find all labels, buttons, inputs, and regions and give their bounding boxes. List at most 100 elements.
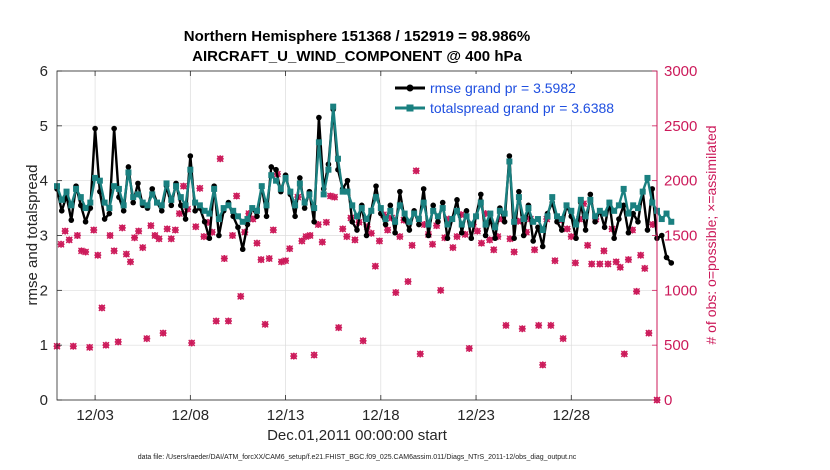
series-point-rmse [444, 235, 451, 242]
series-point-totalspread [354, 213, 360, 220]
obs-assimilated-point [188, 339, 196, 347]
obs-assimilated-point [335, 324, 343, 332]
series-point-totalspread [315, 139, 322, 146]
obs-assimilated-point [596, 260, 604, 268]
series-point-totalspread [211, 185, 218, 192]
series-point-rmse [187, 153, 194, 159]
series-point-rmse [530, 238, 536, 244]
obs-assimilated-point [567, 233, 575, 241]
obs-assimilated-point [163, 225, 171, 233]
series-point-rmse [254, 213, 260, 220]
series-point-rmse [458, 229, 465, 236]
obs-assimilated-point [351, 236, 359, 244]
series-point-totalspread [192, 199, 199, 206]
series-point-totalspread [163, 180, 170, 187]
series-point-totalspread [515, 194, 522, 201]
obs-assimilated-point [437, 286, 445, 294]
series-point-totalspread [634, 205, 641, 212]
obs-assimilated-point [375, 237, 383, 245]
series-point-rmse [468, 235, 475, 242]
legend-entry-totalspread: totalspread grand pr = 3.6388 [430, 100, 614, 116]
obs-assimilated-point [473, 227, 481, 235]
x-tick-label: 12/28 [553, 407, 591, 424]
obs-assimilated-point [73, 232, 81, 239]
series-point-totalspread [73, 185, 80, 192]
obs-assimilated-point [257, 256, 265, 264]
obs-assimilated-point [310, 351, 318, 359]
series-point-totalspread [520, 216, 527, 223]
series-point-totalspread [134, 191, 141, 198]
series-point-rmse [101, 216, 108, 222]
obs-assimilated-point [510, 248, 518, 256]
series-point-totalspread [506, 158, 513, 165]
obs-assimilated-point [82, 248, 90, 256]
series-point-totalspread [596, 207, 603, 214]
series-point-totalspread [382, 216, 389, 223]
series-point-rmse [87, 205, 94, 211]
series-point-totalspread [215, 216, 222, 223]
series-point-totalspread [63, 188, 70, 195]
series-point-totalspread [601, 210, 608, 217]
obs-assimilated-point [600, 247, 608, 255]
series-point-totalspread [530, 218, 537, 225]
series-point-rmse [635, 218, 641, 225]
series-point-rmse [616, 216, 622, 222]
series-point-totalspread [120, 202, 127, 209]
obs-assimilated-point [641, 264, 649, 272]
obs-assimilated-point [106, 232, 114, 239]
series-point-totalspread [349, 202, 356, 209]
obs-assimilated-point [502, 321, 510, 329]
x-tick-label: 12/03 [76, 407, 114, 424]
chart-subtitle: AIRCRAFT_U_WIND_COMPONENT @ 400 hPa [192, 48, 522, 65]
series-point-rmse [535, 224, 541, 231]
series-point-rmse [601, 224, 608, 231]
series-point-rmse [268, 164, 275, 170]
series-point-rmse [135, 180, 141, 187]
obs-assimilated-point [408, 241, 416, 249]
series-point-totalspread [58, 196, 65, 203]
series-point-totalspread [420, 199, 427, 206]
series-point-totalspread [311, 205, 318, 212]
y2-tick-label: 500 [664, 337, 689, 354]
obs-assimilated-point [416, 350, 424, 358]
obs-assimilated-point [237, 292, 245, 300]
series-point-totalspread [268, 172, 275, 179]
series-point-rmse [420, 186, 427, 192]
series-point-totalspread [444, 221, 451, 228]
series-layer [54, 103, 675, 266]
obs-assimilated-point [249, 215, 257, 223]
series-point-rmse [125, 164, 132, 170]
y-tick-label: 1 [40, 337, 48, 354]
obs-assimilated-point [433, 222, 441, 230]
series-point-rmse [435, 218, 441, 225]
series-point-totalspread [606, 199, 613, 206]
series-point-rmse [587, 191, 594, 198]
obs-assimilated-point [196, 184, 204, 192]
obs-assimilated-point [620, 350, 628, 358]
series-point-totalspread [173, 183, 180, 190]
series-point-rmse [344, 177, 351, 184]
series-point-totalspread [82, 205, 89, 212]
series-point-totalspread [625, 210, 632, 217]
series-point-totalspread [234, 213, 241, 220]
series-point-totalspread [287, 188, 294, 195]
series-point-totalspread [511, 218, 518, 225]
obs-assimilated-point [114, 338, 122, 346]
series-point-totalspread [639, 188, 646, 195]
series-point-rmse [625, 229, 632, 236]
series-point-totalspread [439, 205, 446, 212]
series-point-totalspread [144, 202, 151, 209]
x-tick-label: 12/23 [457, 407, 495, 424]
obs-assimilated-point [126, 258, 134, 266]
series-point-totalspread [225, 202, 232, 209]
series-point-totalspread [254, 207, 260, 214]
obs-assimilated-point [412, 167, 420, 175]
series-point-totalspread [487, 210, 494, 217]
obs-assimilated-point [580, 200, 588, 208]
obs-assimilated-point [518, 325, 526, 333]
series-point-totalspread [368, 207, 375, 214]
series-point-totalspread [392, 218, 399, 225]
obs-assimilated-point [151, 232, 159, 239]
series-point-totalspread [401, 210, 408, 217]
obs-assimilated-point [318, 238, 326, 246]
